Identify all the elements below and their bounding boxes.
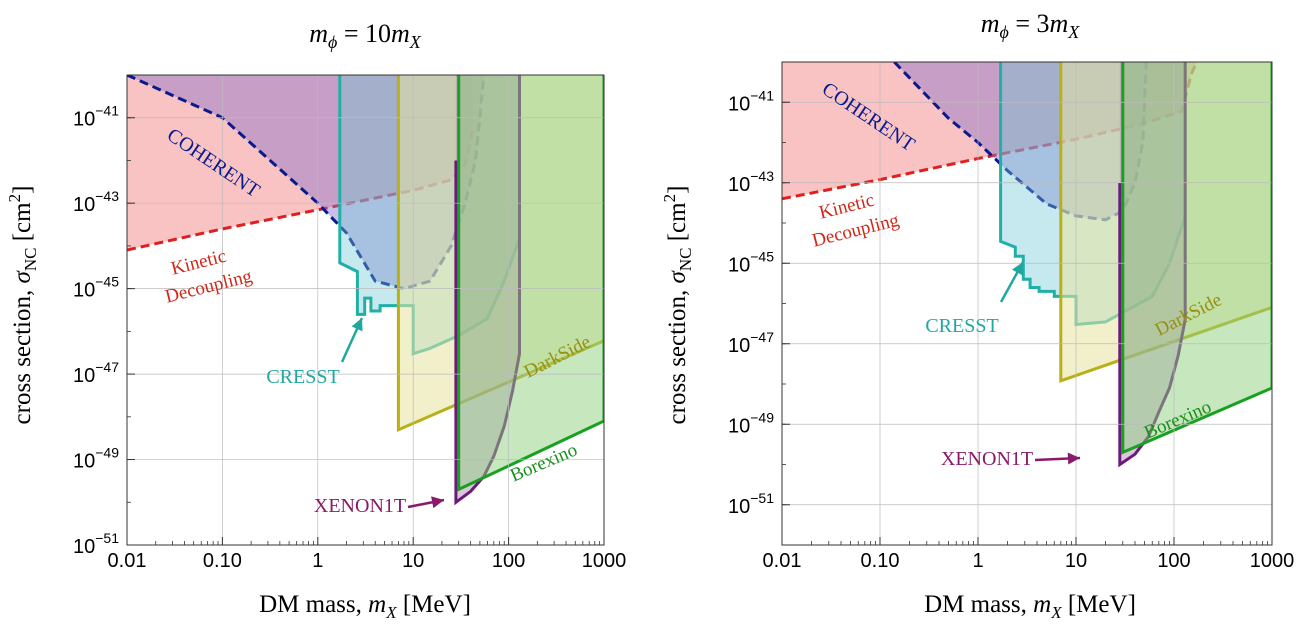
y-tick-label: 10−41 (73, 103, 119, 131)
y-tick-label: 10−41 (728, 87, 774, 115)
y-tick-label: 10−49 (728, 409, 774, 437)
annotation-cresst: CRESST (266, 366, 339, 388)
series-fill (1122, 62, 1272, 453)
x-tick-label: 0.10 (203, 550, 242, 572)
y-tick-label: 10−43 (73, 188, 119, 216)
chart-title: mϕ = 10mX (309, 19, 422, 52)
annotation-arrowhead (351, 318, 363, 332)
annotation-arrowhead (1012, 262, 1023, 276)
x-tick-label: 0.10 (861, 550, 900, 572)
chart-title: mϕ = 3mX (981, 9, 1081, 42)
x-tick-label: 1 (972, 550, 983, 572)
y-axis-label: cross section, σNC [cm2] (5, 186, 40, 425)
ticks-layer: 0.01 0.10 1 10 100 1000 10−41 10−43 10−45 10−47 10… (73, 103, 626, 572)
right-chart: mϕ = 3mX COHERENTKineticDecouplingCRESST… (660, 9, 1294, 622)
x-tick-label: 0.01 (763, 550, 802, 572)
series-line (457, 75, 604, 492)
ticks-layer: 0.01 0.10 1 10 100 1000 10−41 10−43 10−45 10−47 10… (728, 87, 1294, 572)
x-tick-label: 1 (312, 550, 323, 572)
x-axis-label: DM mass, mX [MeV] (924, 591, 1136, 622)
series-fill (782, 62, 1147, 220)
x-tick-label: 10 (1065, 550, 1087, 572)
y-tick-label: 10−51 (73, 530, 119, 558)
series-fill (127, 75, 473, 250)
left-chart-panel: mϕ = 10mX COHERENT Kinetic Decoupling CRESS… (5, 19, 626, 622)
x-tick-label: 100 (1157, 550, 1190, 572)
series-borexino (1121, 62, 1272, 455)
y-tick-label: 10−45 (73, 274, 119, 302)
x-tick-label: 1000 (1250, 550, 1295, 572)
y-tick-label: 10−51 (728, 490, 774, 518)
x-tick-label: 10 (402, 550, 424, 572)
x-axis-label: DM mass, mX [MeV] (259, 591, 471, 622)
annotation-xenon1t: XENON1T (314, 495, 406, 517)
annotation-arrowhead (431, 496, 444, 509)
x-tick-label: 0.01 (108, 550, 147, 572)
annotation-cresst: CRESST (925, 315, 998, 337)
y-tick-label: 10−49 (73, 445, 119, 473)
y-tick-label: 10−47 (728, 329, 774, 357)
plot-frame (126, 74, 605, 546)
series-layer (127, 75, 604, 506)
left-chart: mϕ = 10mX COHERENTKineticDecouplingCRESS… (5, 19, 626, 622)
series-borexino (457, 75, 604, 492)
y-axis-label: cross section, σNC [cm2] (660, 186, 695, 425)
right-chart-panel: mϕ = 3mX COHERENT Kinetic Decoupling CRESST… (655, 0, 1309, 628)
annotation-arrowhead (1067, 452, 1080, 465)
y-tick-label: 10−45 (728, 248, 774, 276)
series-fill (127, 75, 484, 289)
series-fill (458, 75, 604, 490)
x-tick-label: 100 (492, 550, 525, 572)
y-tick-label: 10−43 (728, 168, 774, 196)
series-line (1121, 62, 1272, 455)
series-layer (782, 62, 1272, 468)
x-tick-label: 1000 (582, 550, 627, 572)
annotation-xenon1t: XENON1T (941, 448, 1033, 470)
y-tick-label: 10−47 (73, 359, 119, 387)
